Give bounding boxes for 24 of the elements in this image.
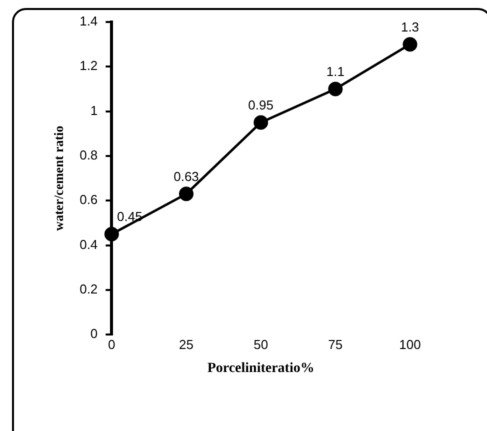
y-tick-label: 0.8 bbox=[80, 148, 98, 163]
point bbox=[402, 37, 418, 52]
y-tick-label: 0 bbox=[90, 326, 98, 342]
y-tick-label: 1.2 bbox=[80, 58, 98, 74]
x-axis-title: Porceliniteratio% bbox=[207, 361, 314, 376]
y-tick-label: 0.2 bbox=[80, 282, 98, 297]
point bbox=[179, 186, 194, 202]
data-label: 1.1 bbox=[326, 64, 344, 80]
x-tick-label: 50 bbox=[254, 336, 268, 352]
x-tick-label: 25 bbox=[179, 336, 194, 352]
point bbox=[254, 115, 268, 130]
point bbox=[328, 82, 343, 96]
x-tick-label: 100 bbox=[399, 336, 421, 352]
data-label: 0.63 bbox=[174, 169, 199, 184]
y-tick-label: 0.4 bbox=[80, 236, 98, 252]
y-tick-label: 1.4 bbox=[80, 14, 98, 29]
x-tick-label: 0 bbox=[108, 336, 116, 352]
y-tick-label: 0.6 bbox=[80, 192, 98, 208]
y-axis-title: water/cement ratio bbox=[51, 126, 66, 231]
data-label: 1.3 bbox=[400, 19, 420, 34]
y-tick-label: 1 bbox=[90, 102, 98, 118]
point bbox=[104, 226, 119, 242]
x-tick-label: 75 bbox=[328, 336, 343, 352]
data-label: 0.95 bbox=[248, 98, 274, 113]
